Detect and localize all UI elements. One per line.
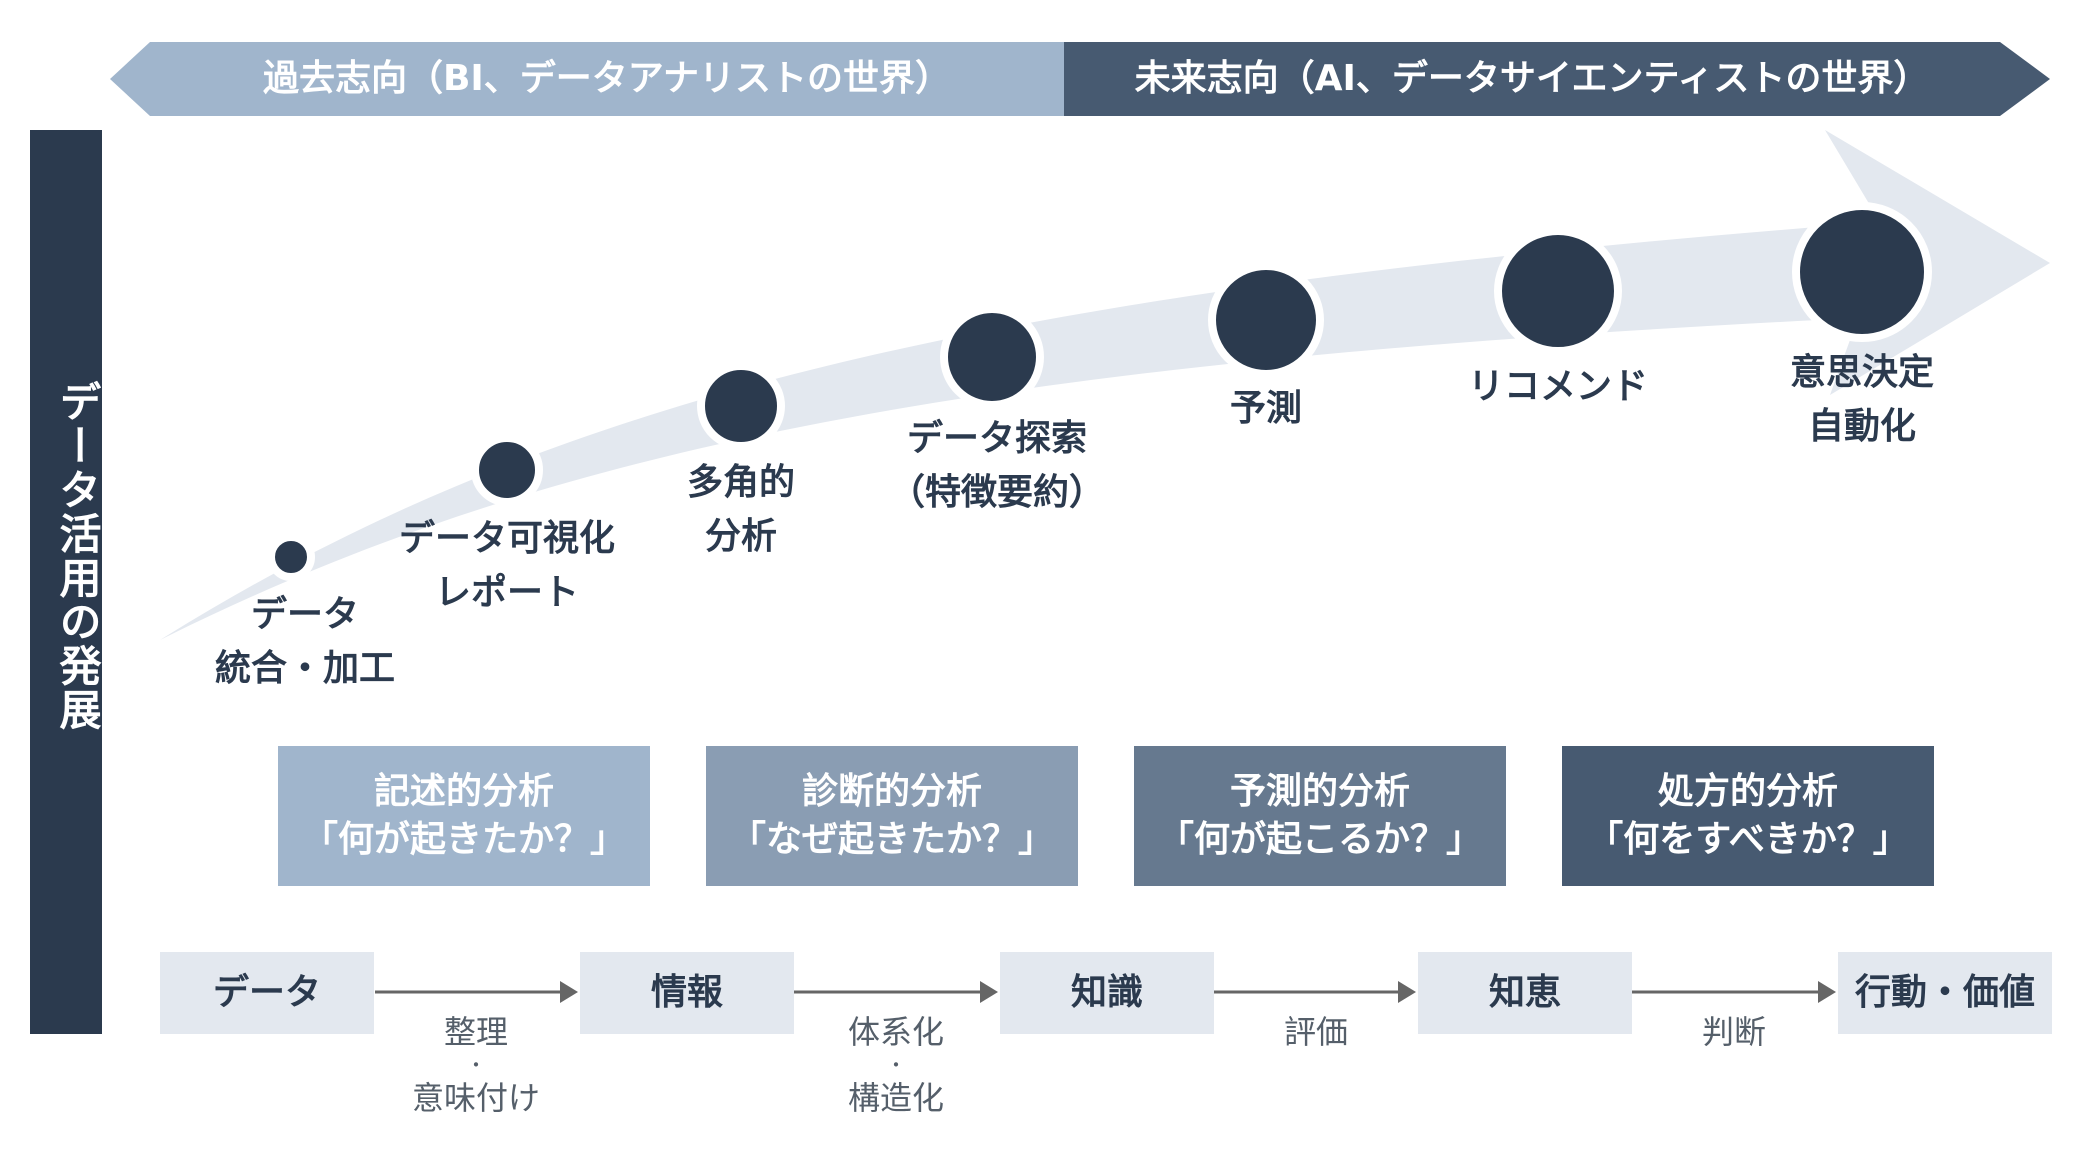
- milestone-dot-3: [697, 362, 785, 450]
- analysis-title: 予測的分析: [1229, 771, 1410, 812]
- analysis-question: 「何が起きたか？」: [301, 819, 626, 860]
- analysis-box-predictive: 予測的分析 「何が起こるか？」: [1134, 746, 1506, 886]
- analysis-box-prescriptive: 処方的分析 「何をすべきか？」: [1562, 746, 1934, 886]
- analysis-title: 処方的分析: [1657, 771, 1838, 812]
- flow-transition-4: 判断: [1632, 1010, 1836, 1054]
- stage-label-2-line2: レポート: [434, 572, 579, 613]
- future-orientation-label: 未来志向（AI、データサイエンティストの世界）: [1134, 58, 1930, 99]
- stage-label-1-line2: 統合・加工: [214, 648, 395, 689]
- stage-label-2-line1: データ可視化: [398, 518, 615, 559]
- stage-label-4-line2: （特徴要約）: [888, 472, 1105, 513]
- stage-label-5-line1: 予測: [1229, 388, 1302, 429]
- side-title-text: データ活用の発展: [53, 380, 102, 732]
- flow-transition-1-dot: ・: [466, 1053, 486, 1077]
- milestone-dot-4: [940, 305, 1044, 409]
- flow-transition-1: 整理 ・ 意味付け: [374, 1010, 578, 1120]
- milestone-dot-7: [1792, 202, 1932, 342]
- stage-label-4: データ探索 （特徴要約）: [862, 412, 1132, 520]
- milestone-dots: [267, 202, 1932, 581]
- flow-arrows: [375, 981, 1836, 1003]
- stage-label-6: リコメンド: [1438, 360, 1678, 414]
- flow-step-information: 情報: [580, 952, 794, 1034]
- analysis-title: 診断的分析: [801, 771, 982, 812]
- flow-step-data: データ: [160, 952, 374, 1034]
- flow-step-action-value: 行動・価値: [1838, 952, 2052, 1034]
- milestone-dot-5: [1208, 262, 1324, 378]
- flow-transition-2-line2: 構造化: [847, 1079, 944, 1117]
- flow-step-knowledge: 知識: [1000, 952, 1214, 1034]
- milestone-dot-6: [1494, 227, 1622, 355]
- flow-transition-2: 体系化 ・ 構造化: [794, 1010, 998, 1120]
- stage-label-4-line1: データ探索: [906, 418, 1087, 459]
- flow-step-wisdom: 知恵: [1418, 952, 1632, 1034]
- flow-transition-1-line2: 意味付け: [411, 1079, 540, 1117]
- past-orientation-label: 過去志向（BI、データアナリストの世界）: [262, 58, 952, 99]
- analysis-question: 「何をすべきか？」: [1587, 819, 1909, 860]
- stage-label-2: データ可視化 レポート: [372, 512, 642, 620]
- stage-label-3-line1: 多角的: [686, 462, 795, 503]
- stage-label-6-line1: リコメンド: [1467, 366, 1648, 407]
- stage-label-3-line2: 分析: [704, 516, 777, 557]
- flow-transition-4-line1: 判断: [1701, 1013, 1766, 1051]
- stage-label-7-line1: 意思決定: [1789, 352, 1934, 393]
- side-title-bar: データ活用の発展: [30, 130, 102, 1034]
- stage-label-1: データ 統合・加工: [180, 588, 430, 696]
- stage-label-7: 意思決定 自動化: [1762, 346, 1962, 454]
- stage-label-7-line2: 自動化: [1807, 406, 1916, 447]
- analysis-box-descriptive: 記述的分析 「何が起きたか？」: [278, 746, 650, 886]
- milestone-dot-1: [267, 533, 315, 581]
- flow-transition-1-line1: 整理: [443, 1013, 508, 1051]
- milestone-dot-2: [471, 434, 543, 506]
- stage-label-5: 予測: [1166, 382, 1366, 436]
- analysis-title: 記述的分析: [373, 771, 554, 812]
- stage-label-1-line1: データ: [250, 594, 359, 635]
- future-arrow-shape: [1064, 42, 2050, 116]
- flow-transition-2-dot: ・: [886, 1053, 906, 1077]
- flow-transition-2-line1: 体系化: [847, 1013, 944, 1051]
- analysis-question: 「何が起こるか？」: [1157, 819, 1482, 860]
- analysis-question: 「なぜ起きたか？」: [729, 819, 1054, 860]
- flow-transition-3-line1: 評価: [1283, 1013, 1348, 1051]
- stage-label-3: 多角的 分析: [636, 456, 846, 564]
- past-arrow-shape: [110, 42, 1064, 116]
- analysis-box-diagnostic: 診断的分析 「なぜ起きたか？」: [706, 746, 1078, 886]
- flow-transition-3: 評価: [1214, 1010, 1418, 1054]
